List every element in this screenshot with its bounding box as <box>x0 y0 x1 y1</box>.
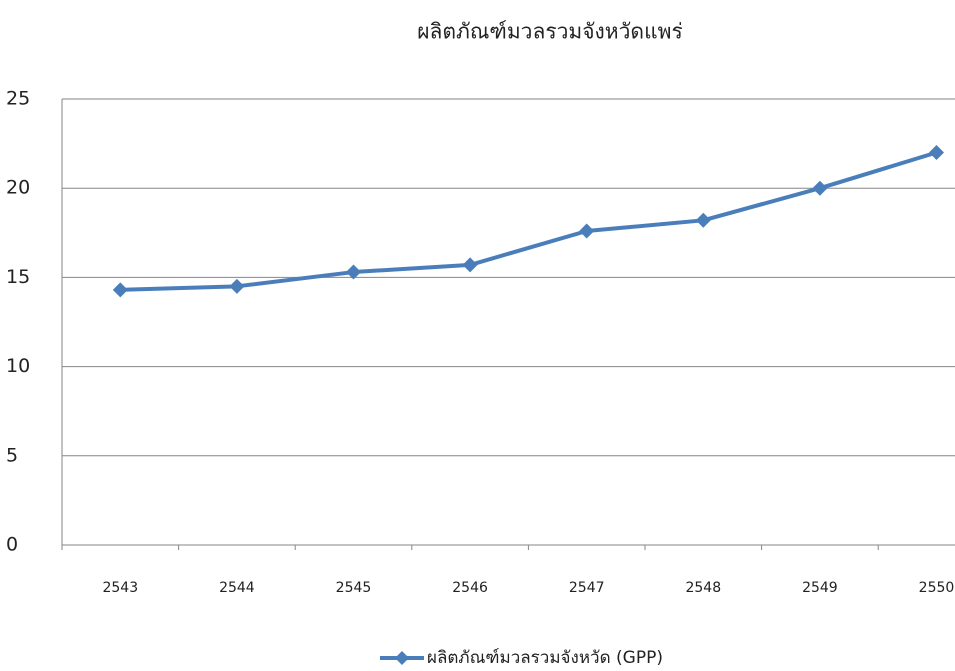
x-tick-label: 2549 <box>802 580 838 596</box>
y-tick-label: 0 <box>6 534 18 556</box>
marker <box>696 213 711 228</box>
line <box>120 153 936 290</box>
y-tick-label: 20 <box>6 177 30 199</box>
x-tick-label: 2543 <box>102 580 138 596</box>
x-tick-label: 2545 <box>336 580 372 596</box>
marker <box>579 224 594 239</box>
x-tick-label: 2546 <box>452 580 488 596</box>
y-tick-label: 15 <box>6 266 30 288</box>
legend-marker <box>395 651 409 665</box>
chart: ผลิตภัณฑ์มวลรวมจังหวัดแพร่ 0 5 10 15 20 25 254… <box>0 0 955 671</box>
x-tick-label: 2547 <box>569 580 605 596</box>
y-tick-label: 5 <box>6 444 18 466</box>
y-tick-label: 10 <box>6 355 30 377</box>
marker <box>812 181 827 196</box>
marker <box>463 257 478 272</box>
legend-label: ผลิตภัณฑ์มวลรวมจังหวัด (GPP) <box>427 648 663 668</box>
x-tick-label: 2548 <box>685 580 721 596</box>
chart-title: ผลิตภัณฑ์มวลรวมจังหวัดแพร่ <box>417 20 682 44</box>
x-tick-label: 2550 <box>919 580 955 596</box>
marker <box>229 279 244 294</box>
x-tick-label: 2544 <box>219 580 255 596</box>
marker <box>929 145 944 160</box>
marker <box>113 282 128 297</box>
y-tick-label: 25 <box>6 88 30 110</box>
